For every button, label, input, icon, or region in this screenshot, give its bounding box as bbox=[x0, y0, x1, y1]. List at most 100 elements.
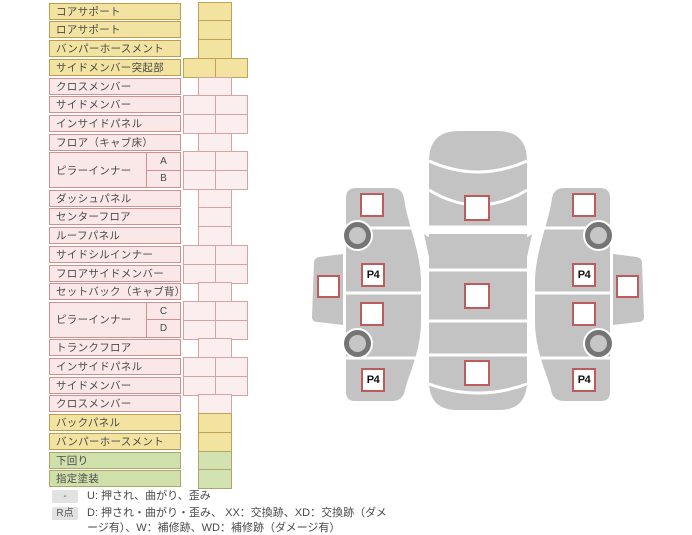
part-name: クロスメンバー bbox=[56, 398, 132, 411]
damage-code-cell[interactable] bbox=[198, 20, 232, 41]
damage-code-cell[interactable] bbox=[182, 244, 216, 265]
marker-left-front-fender[interactable] bbox=[360, 193, 384, 217]
legend-text: D: 押され・曲がり・歪み、 XX：交換跡、XD：交換跡（ダメージ有）、W：補修… bbox=[87, 507, 387, 534]
damage-code-cell[interactable] bbox=[182, 170, 216, 190]
part-row: センターフロア bbox=[49, 208, 181, 226]
part-name: クロスメンバー bbox=[56, 80, 132, 93]
marker-top-hood[interactable] bbox=[464, 195, 490, 221]
damage-code-cell[interactable] bbox=[214, 375, 248, 396]
part-name: フロア（キャブ床） bbox=[56, 136, 154, 149]
damage-code-cell[interactable] bbox=[214, 263, 248, 284]
damage-code-cell[interactable] bbox=[182, 95, 216, 116]
pillar-section-label: B bbox=[147, 169, 180, 187]
part-name: インサイドパネル bbox=[56, 361, 143, 373]
right-front-wheel-icon bbox=[585, 222, 612, 249]
part-row: ピラーインナー A B bbox=[49, 152, 181, 188]
legend-badge: - bbox=[52, 490, 78, 503]
damage-code-cell[interactable] bbox=[198, 338, 232, 359]
damage-code-cell[interactable] bbox=[198, 282, 232, 303]
marker-right-front-fender[interactable] bbox=[572, 193, 596, 217]
marker-left-side-sill[interactable] bbox=[317, 275, 340, 298]
damage-code-cell[interactable] bbox=[198, 132, 232, 153]
damage-code-cell[interactable] bbox=[198, 394, 232, 415]
marker-left-front-door-p4[interactable]: P4 bbox=[361, 263, 385, 287]
damage-code-cell[interactable] bbox=[182, 375, 216, 396]
damage-code-cell[interactable] bbox=[214, 95, 248, 116]
part-name: サイドメンバー突起部 bbox=[56, 61, 164, 74]
damage-code-cell[interactable] bbox=[182, 151, 216, 172]
part-row: バックパネル bbox=[49, 414, 181, 432]
damage-code-cell[interactable] bbox=[198, 469, 232, 490]
part-name: ルーフパネル bbox=[56, 230, 121, 243]
damage-code-cell[interactable] bbox=[182, 300, 216, 321]
part-row: サイドメンバー bbox=[49, 96, 181, 114]
legend-badge: R点 bbox=[52, 507, 78, 520]
damage-code-cell[interactable] bbox=[214, 319, 248, 340]
damage-code-cell[interactable] bbox=[182, 357, 216, 377]
damage-code-cell[interactable] bbox=[182, 263, 216, 284]
part-name: トランクフロア bbox=[56, 342, 132, 355]
part-row: インサイドパネル bbox=[49, 114, 181, 132]
marker-left-rear-door[interactable] bbox=[360, 302, 384, 326]
part-row: 指定塗装 bbox=[49, 470, 181, 488]
pillar-section-label: A bbox=[160, 155, 167, 167]
damage-code-cell[interactable] bbox=[198, 413, 232, 434]
marker-right-rear-fender-p4[interactable]: P4 bbox=[572, 368, 596, 392]
part-row: クロスメンバー bbox=[49, 77, 181, 95]
damage-code-cell[interactable] bbox=[182, 57, 216, 78]
part-row: サイドメンバー bbox=[49, 376, 181, 394]
marker-right-side-sill[interactable] bbox=[616, 275, 639, 298]
part-name: インサイドパネル bbox=[56, 117, 143, 130]
damage-code-cell[interactable] bbox=[198, 39, 232, 60]
part-row: サイドメンバー突起部 bbox=[49, 58, 181, 76]
damage-code-cell[interactable] bbox=[198, 188, 232, 209]
damage-code-cell[interactable] bbox=[182, 113, 216, 134]
part-row: ルーフパネル bbox=[49, 227, 181, 245]
damage-code-cell[interactable] bbox=[214, 244, 248, 265]
damage-code-cell[interactable] bbox=[198, 76, 232, 97]
right-rear-wheel-icon bbox=[585, 329, 612, 357]
pillar-section-label: C bbox=[159, 305, 168, 317]
marker-top-trunk[interactable] bbox=[464, 360, 490, 386]
part-name: セットバック（キャブ背） bbox=[56, 286, 186, 299]
marker-top-roof[interactable] bbox=[464, 283, 490, 309]
part-row: バンパーホースメント bbox=[49, 40, 181, 58]
part-name: センターフロア bbox=[56, 211, 131, 224]
damage-code-cell[interactable] bbox=[198, 431, 232, 452]
marker-right-front-door-p4[interactable]: P4 bbox=[572, 263, 596, 287]
part-row: バンパーホースメント bbox=[49, 432, 181, 450]
part-name: サイドメンバー bbox=[56, 379, 132, 392]
left-rear-wheel-icon bbox=[343, 329, 371, 357]
damage-code-cell[interactable] bbox=[214, 57, 248, 78]
damage-code-cell[interactable] bbox=[214, 357, 248, 377]
part-row: フロア（キャブ床） bbox=[49, 133, 181, 151]
damage-code-cell[interactable] bbox=[198, 450, 232, 471]
part-name: ロアサポート bbox=[56, 24, 121, 37]
damage-code-cell[interactable] bbox=[214, 300, 248, 321]
part-row: ダッシュパネル bbox=[49, 189, 181, 207]
part-row: サイドシルインナー bbox=[49, 245, 181, 263]
part-name: 指定塗装 bbox=[56, 473, 100, 486]
part-name: バンパーホースメント bbox=[56, 435, 164, 448]
pillar-section-label: D bbox=[147, 319, 180, 336]
part-row: フロアサイドメンバー bbox=[49, 264, 181, 282]
damage-code-cell[interactable] bbox=[214, 170, 248, 190]
part-name: 下回り bbox=[56, 454, 89, 467]
part-row: コアサポート bbox=[49, 2, 181, 20]
marker-left-rear-fender-p4[interactable]: P4 bbox=[361, 368, 385, 392]
damage-code-cell[interactable] bbox=[214, 151, 248, 172]
damage-code-cell[interactable] bbox=[198, 207, 232, 228]
damage-code-cell[interactable] bbox=[198, 1, 232, 22]
part-name: サイドシルインナー bbox=[56, 248, 154, 261]
damage-code-cell[interactable] bbox=[214, 113, 248, 134]
part-row: クロスメンバー bbox=[49, 395, 181, 413]
part-name: バックパネル bbox=[56, 417, 121, 430]
marker-right-rear-door[interactable] bbox=[572, 302, 596, 326]
part-name: フロアサイドメンバー bbox=[56, 267, 164, 280]
damage-code-cell[interactable] bbox=[198, 226, 232, 247]
damage-code-cell[interactable] bbox=[182, 319, 216, 340]
part-name: ダッシュパネル bbox=[56, 192, 132, 205]
